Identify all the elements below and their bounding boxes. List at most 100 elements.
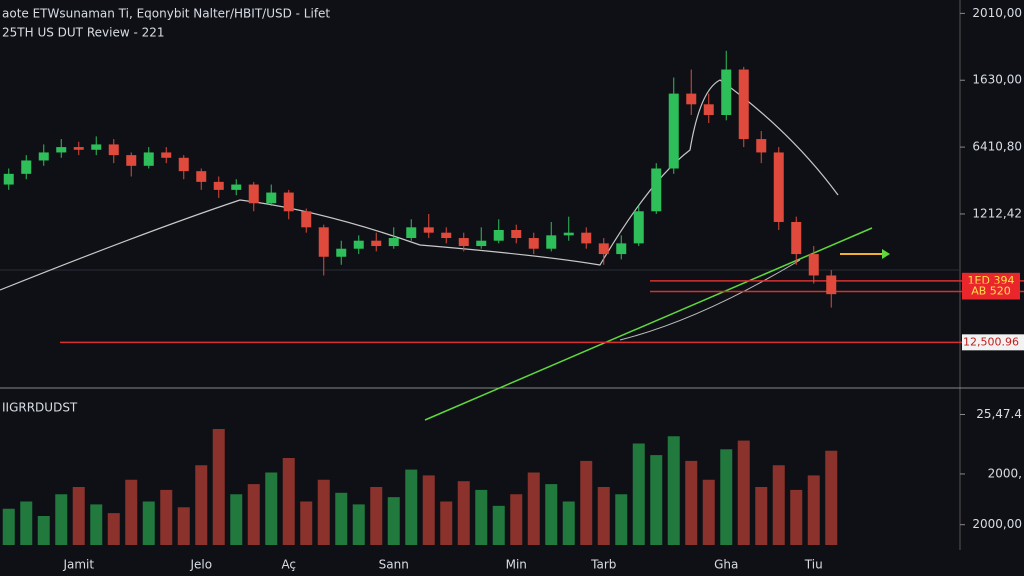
level-label: 12,500.96	[963, 335, 1019, 348]
volume-bar	[422, 475, 435, 545]
candle-body	[196, 171, 207, 182]
volume-bar	[457, 481, 470, 545]
candle-body	[353, 240, 364, 249]
x-tick-label: Jamit	[62, 558, 94, 572]
y-tick-label: 1630,00	[972, 73, 1022, 87]
volume-bar	[545, 484, 558, 545]
candle-body	[161, 152, 172, 158]
candle-body	[493, 230, 504, 241]
candle-body	[458, 238, 469, 247]
candle-body	[563, 232, 574, 236]
volume-bar	[755, 487, 768, 545]
subtitle: 25TH US DUT Review - 221	[2, 26, 165, 40]
candle-body	[178, 157, 189, 172]
candle-body	[616, 243, 627, 255]
y-tick-label: 1212,42	[972, 206, 1022, 220]
candle-body	[738, 69, 749, 140]
volume-bar	[37, 516, 50, 545]
candle-body	[213, 181, 224, 190]
candle-body	[756, 139, 767, 153]
trend-line	[424, 227, 873, 421]
volume-bar	[527, 472, 540, 545]
volume-bar	[230, 494, 243, 545]
price-box	[962, 334, 1024, 351]
y-tick-label: 6410,80	[972, 140, 1022, 154]
volume-bar	[160, 489, 173, 545]
volume-bar	[632, 443, 645, 545]
candle-body	[441, 232, 452, 239]
volume-bar	[195, 465, 208, 545]
candle-body	[423, 227, 434, 233]
volume-bar	[737, 440, 750, 545]
candle-body	[91, 144, 102, 150]
candle-body	[108, 144, 119, 156]
candle-body	[283, 192, 294, 212]
volume-bar	[212, 429, 225, 545]
x-tick-label: Tarb	[590, 558, 616, 572]
volume-bar	[790, 489, 803, 545]
candle-body	[528, 238, 539, 249]
candle-body	[476, 240, 487, 247]
candle-body	[826, 275, 837, 295]
volume-bar	[562, 501, 575, 545]
volume-bar	[720, 449, 733, 545]
candle-body	[633, 211, 644, 244]
candle-body	[371, 240, 382, 247]
volume-bar	[300, 501, 313, 545]
candle-body	[511, 230, 522, 239]
candle-body	[406, 227, 417, 239]
candle-body	[808, 254, 819, 276]
candle-body	[336, 248, 347, 257]
candle-body	[686, 93, 697, 105]
volume-bar	[597, 487, 610, 545]
volume-bar	[370, 487, 383, 545]
volume-bar	[405, 469, 418, 545]
x-tick-label: Gha	[714, 558, 738, 572]
candle-body	[301, 211, 312, 228]
y-tick-label: 2000,00	[972, 517, 1022, 531]
volume-bar	[615, 494, 628, 545]
moving-average	[619, 259, 801, 341]
indicator-label: IIGRRDUDST	[2, 401, 78, 415]
volume-bar	[335, 492, 348, 545]
candle-body	[3, 173, 14, 185]
candle-body	[143, 152, 154, 166]
y-tick-label: 25,47.4	[976, 407, 1022, 421]
volume-bar	[475, 489, 488, 545]
volume-bar	[685, 460, 698, 545]
candle-body	[546, 235, 557, 249]
x-tick-label: Sann	[379, 558, 409, 572]
volume-bar	[772, 465, 785, 545]
volume-bar	[702, 479, 715, 545]
volume-bar	[825, 450, 838, 545]
price-box	[962, 283, 1020, 300]
y-tick-label: 2010,00	[972, 6, 1022, 20]
volume-bar	[667, 436, 680, 545]
arrow-head	[882, 249, 890, 259]
volume-bar	[282, 458, 295, 545]
candle-body	[21, 160, 32, 174]
volume-bar	[125, 479, 138, 545]
candle-body	[791, 221, 802, 255]
candle-body	[73, 147, 84, 150]
x-tick-label: Aç	[281, 558, 296, 572]
volume-bar	[807, 475, 820, 545]
volume-bar	[90, 504, 103, 545]
volume-bar	[492, 505, 505, 545]
candle-body	[231, 184, 242, 190]
title: aote ETWsunaman Ti, Eqonybit Nalter/HBIT…	[2, 7, 330, 21]
volume-bar	[580, 460, 593, 545]
x-tick-label: Jelo	[189, 558, 212, 572]
volume-bar	[440, 501, 453, 545]
candle-body	[248, 184, 259, 204]
candle-body	[773, 152, 784, 222]
x-tick-label: Min	[506, 558, 527, 572]
volume-bar	[55, 494, 68, 545]
volume-bar	[2, 508, 15, 545]
candle-body	[598, 243, 609, 255]
level-label: AB 520	[971, 285, 1011, 298]
candle-body	[318, 227, 329, 257]
volume-bar	[247, 484, 260, 545]
